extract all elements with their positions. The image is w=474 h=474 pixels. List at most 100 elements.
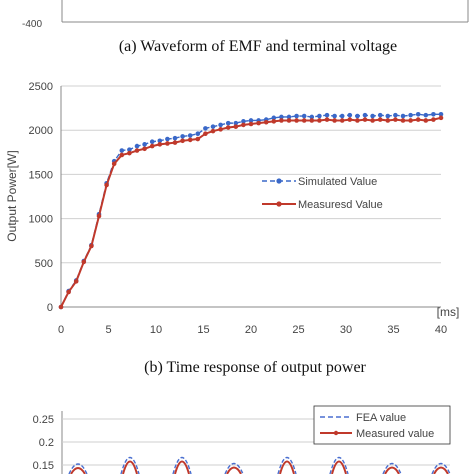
point-measured <box>400 118 406 123</box>
x-tick-labels: 0 5 10 15 20 25 30 35 40 <box>58 324 447 336</box>
x-tick-label: 15 <box>197 324 209 336</box>
bottom-fea-peak <box>224 462 244 474</box>
point-simulated <box>241 119 246 124</box>
point-simulated <box>149 139 155 144</box>
point-simulated <box>408 112 413 118</box>
point-measured <box>165 141 170 146</box>
legend-label-measured: Measuresd Value <box>298 199 383 211</box>
point-simulated <box>172 135 178 141</box>
series-line-simulated <box>60 113 441 308</box>
point-measured <box>415 117 421 122</box>
x-tick-label: 10 <box>150 324 162 336</box>
point-simulated <box>279 114 284 120</box>
bottom-fea-peak <box>431 462 451 474</box>
bottom-fea-peak <box>329 456 349 474</box>
point-measured <box>66 289 71 295</box>
point-simulated <box>362 112 368 118</box>
legend: Simulated Value Measuresd Value <box>262 176 383 211</box>
bottom-waveforms <box>68 456 451 474</box>
point-measured <box>271 119 277 124</box>
point-simulated <box>195 131 201 137</box>
point-measured <box>172 140 178 145</box>
y-tick-label: 0 <box>47 302 53 314</box>
bottom-legend-label-measured: Measured value <box>356 428 434 440</box>
point-measured <box>324 117 330 122</box>
point-simulated <box>324 112 330 118</box>
point-measured <box>301 118 307 123</box>
point-simulated <box>339 113 345 119</box>
y-tick-label: 1500 <box>29 169 53 181</box>
x-tick-label: 5 <box>105 324 111 336</box>
point-measured <box>142 146 147 152</box>
bottom-measured-peak <box>226 466 242 474</box>
point-simulated <box>218 122 223 128</box>
point-measured <box>157 142 163 147</box>
point-measured <box>111 161 117 167</box>
point-measured <box>332 118 337 123</box>
bottom-measured-peak <box>331 460 347 474</box>
point-measured <box>241 122 246 128</box>
bottom-measured-peak <box>433 466 449 474</box>
point-measured <box>233 124 239 129</box>
point-measured <box>58 304 64 310</box>
bottom-measured-peak <box>384 466 400 474</box>
bottom-legend-label-fea: FEA value <box>356 412 406 424</box>
point-measured <box>81 259 87 265</box>
point-simulated <box>248 118 254 123</box>
bottom-fea-peak <box>277 456 297 474</box>
point-measured <box>294 118 299 123</box>
point-measured <box>96 213 102 219</box>
point-measured <box>89 243 94 249</box>
legend-marker-simulated <box>276 178 282 184</box>
point-measured <box>309 118 315 123</box>
point-measured <box>347 117 353 122</box>
output-power-chart: 0 500 1000 1500 2000 2500 0 5 10 15 20 25 30 35 40 Ou… <box>5 81 459 376</box>
x-tick-label: 20 <box>245 324 257 336</box>
point-simulated <box>393 112 398 118</box>
bottom-fea-peak <box>68 463 88 474</box>
point-simulated <box>347 112 353 118</box>
point-measured <box>263 119 269 125</box>
point-simulated <box>438 111 444 117</box>
point-measured <box>355 118 360 123</box>
grid-lines <box>61 85 441 264</box>
point-simulated <box>286 114 292 120</box>
point-measured <box>408 118 413 123</box>
point-measured <box>377 117 383 122</box>
x-axis-unit-label: [ms] <box>437 305 460 319</box>
point-measured <box>423 118 429 123</box>
legend-label-simulated: Simulated Value <box>298 176 377 188</box>
y-tick-label: 1000 <box>29 214 53 226</box>
top-panel-tick-label: -400 <box>22 19 42 30</box>
point-simulated <box>157 138 163 144</box>
point-measured <box>104 182 109 188</box>
point-measured <box>286 118 292 123</box>
caption-b: (b) Time response of output power <box>144 359 366 376</box>
point-measured <box>73 279 79 284</box>
point-measured <box>317 118 322 123</box>
point-simulated <box>377 112 383 118</box>
point-simulated <box>165 136 170 142</box>
point-measured <box>362 117 368 122</box>
bottom-panel: 0.25 0.2 0.15 FEA value Measured value <box>33 405 451 474</box>
point-measured <box>119 152 125 158</box>
y-tick-label: 2500 <box>29 81 53 93</box>
top-panel: -400 (a) Waveform of EMF and terminal vo… <box>22 0 469 55</box>
caption-a: (a) Waveform of EMF and terminal voltage <box>119 38 397 55</box>
bottom-y-tick-015: 0.15 <box>33 460 54 472</box>
y-tick-labels: 0 500 1000 1500 2000 2500 <box>29 81 53 314</box>
point-measured <box>279 118 284 123</box>
point-measured <box>149 143 155 149</box>
point-simulated <box>294 113 299 119</box>
bottom-measured-peak <box>174 460 190 474</box>
point-measured <box>438 115 444 121</box>
point-measured <box>393 117 398 122</box>
point-simulated <box>431 111 436 117</box>
point-simulated <box>370 113 375 119</box>
y-axis-label: Output Power[W] <box>5 150 19 241</box>
y-tick-label: 2000 <box>29 125 53 137</box>
bottom-measured-peak <box>122 460 138 474</box>
point-measured <box>431 117 436 122</box>
point-measured <box>370 118 375 123</box>
